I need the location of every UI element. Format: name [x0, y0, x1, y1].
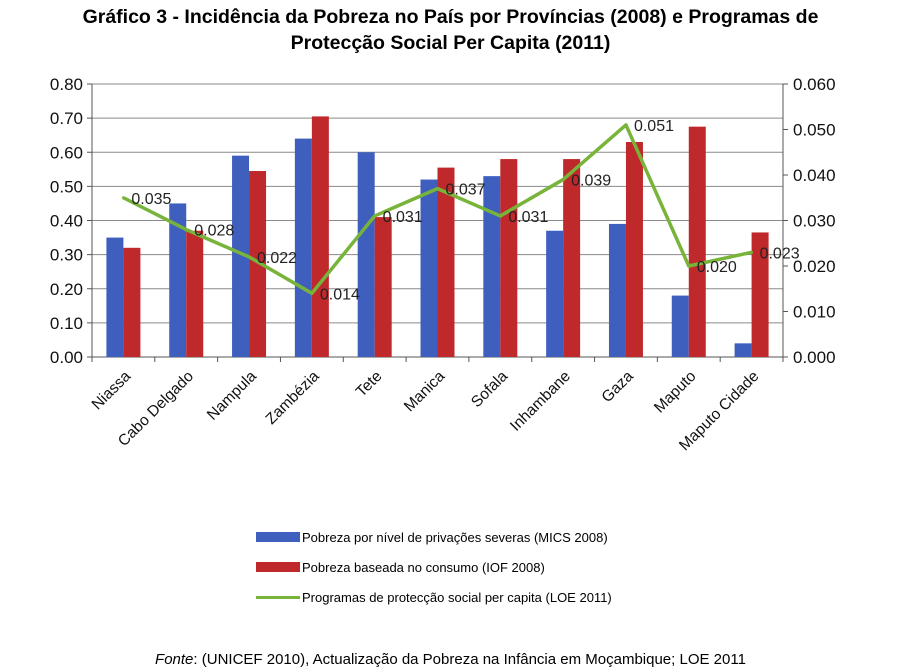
line-point-loe — [498, 214, 502, 218]
bar-mics — [357, 152, 375, 357]
data-label-loe: 0.023 — [760, 245, 800, 262]
legend-swatch-loe — [256, 595, 300, 599]
line-point-loe — [750, 250, 754, 254]
line-point-loe — [373, 214, 377, 218]
line-point-loe — [687, 264, 691, 268]
y-right-tick-label: 0.040 — [793, 166, 836, 185]
y-left-tick-label: 0.80 — [50, 75, 83, 94]
legend-item-iof: Pobreza baseada no consumo (IOF 2008) — [256, 552, 612, 582]
y-left-tick-label: 0.10 — [50, 314, 83, 333]
data-label-loe: 0.037 — [446, 182, 486, 199]
x-tick-label: Sofala — [468, 368, 511, 411]
chart-title-line-1: Gráfico 3 - Incidência da Pobreza no Paí… — [82, 6, 819, 28]
bar-iof — [249, 171, 267, 357]
bar-mics — [106, 237, 124, 357]
chart-legend: Pobreza por nível de privações severas (… — [256, 522, 612, 612]
y-left-tick-label: 0.60 — [50, 143, 83, 162]
data-label-loe: 0.031 — [383, 209, 423, 226]
y-right-tick-label: 0.030 — [793, 212, 836, 231]
source-prefix: Fonte — [155, 651, 194, 668]
data-label-loe: 0.020 — [697, 259, 737, 276]
y-left-tick-label: 0.40 — [50, 212, 83, 231]
line-point-loe — [436, 187, 439, 191]
line-point-loe — [184, 228, 188, 232]
y-left-tick-label: 0.00 — [50, 348, 83, 367]
y-right-tick-label: 0.050 — [793, 121, 836, 140]
y-right-tick-label: 0.060 — [793, 75, 836, 94]
bar-iof — [625, 142, 643, 357]
x-tick-label: Tete — [353, 368, 386, 401]
source-note: Fonte: (UNICEF 2010), Actualização da Po… — [0, 651, 901, 668]
y-left-tick-label: 0.50 — [50, 177, 83, 196]
x-tick-label: Nampula — [204, 368, 260, 424]
x-tick-label: Inhambane — [507, 368, 574, 435]
data-label-loe: 0.031 — [508, 209, 548, 226]
x-tick-label: Niassa — [89, 368, 135, 414]
legend-item-loe: Programas de protecção social per capita… — [256, 582, 612, 612]
chart-title: Gráfico 3 - Incidência da Pobreza no Paí… — [0, 4, 901, 56]
bar-mics — [483, 176, 501, 357]
chart-plot: 0.00 0.10 0.20 0.30 0.40 0.50 0.60 0.70 0.80 0.00… — [50, 75, 836, 454]
legend-item-mics: Pobreza por nível de privações severas (… — [256, 522, 612, 552]
bar-mics — [671, 295, 689, 357]
bar-iof — [688, 126, 706, 357]
bar-iof — [500, 159, 518, 357]
line-point-loe — [247, 255, 251, 259]
data-label-loe: 0.051 — [634, 118, 674, 135]
bar-iof — [186, 230, 204, 357]
bar-mics — [294, 138, 312, 357]
legend-label-loe: Programas de protecção social per capita… — [302, 589, 612, 605]
bar-mics — [608, 223, 626, 357]
bar-iof — [751, 232, 769, 357]
legend-swatch-iof — [256, 562, 300, 572]
chart-title-line-2: Protecção Social Per Capita (2011) — [290, 32, 611, 54]
y-left-tick-label: 0.70 — [50, 109, 83, 128]
data-label-loe: 0.035 — [131, 191, 171, 208]
legend-swatch-mics — [256, 532, 300, 542]
bar-iof — [563, 159, 581, 357]
legend-label-mics: Pobreza por nível de privações severas (… — [302, 529, 608, 545]
data-label-loe: 0.022 — [257, 250, 297, 267]
x-tick-label: Zambézia — [263, 368, 323, 428]
x-tick-label: Gaza — [599, 368, 637, 406]
bar-mics — [420, 179, 438, 357]
y-left-tick-label: 0.30 — [50, 246, 83, 265]
x-tick-label: Maputo — [651, 368, 700, 417]
bar-iof — [123, 247, 141, 357]
bar-iof — [374, 217, 392, 357]
y-right-tick-label: 0.010 — [793, 303, 836, 322]
y-left-tick-label: 0.20 — [50, 280, 83, 299]
line-point-loe — [121, 196, 125, 200]
y-right-tick-label: 0.020 — [793, 257, 836, 276]
bar-iof — [311, 116, 329, 357]
bar-mics — [169, 203, 187, 357]
data-label-loe: 0.014 — [320, 286, 360, 303]
bar-mics — [232, 155, 250, 357]
data-label-loe: 0.039 — [571, 173, 611, 190]
bar-iof — [437, 167, 455, 357]
line-point-loe — [310, 291, 314, 295]
bar-mics — [546, 230, 564, 357]
data-label-loe: 0.028 — [194, 223, 234, 240]
line-point-loe — [561, 178, 565, 182]
legend-label-iof: Pobreza baseada no consumo (IOF 2008) — [302, 559, 545, 575]
bar-mics — [734, 343, 752, 357]
source-text: : (UNICEF 2010), Actualização da Pobreza… — [193, 651, 746, 668]
y-right-tick-label: 0.000 — [793, 348, 836, 367]
x-tick-label: Manica — [401, 368, 449, 416]
line-point-loe — [624, 123, 628, 127]
